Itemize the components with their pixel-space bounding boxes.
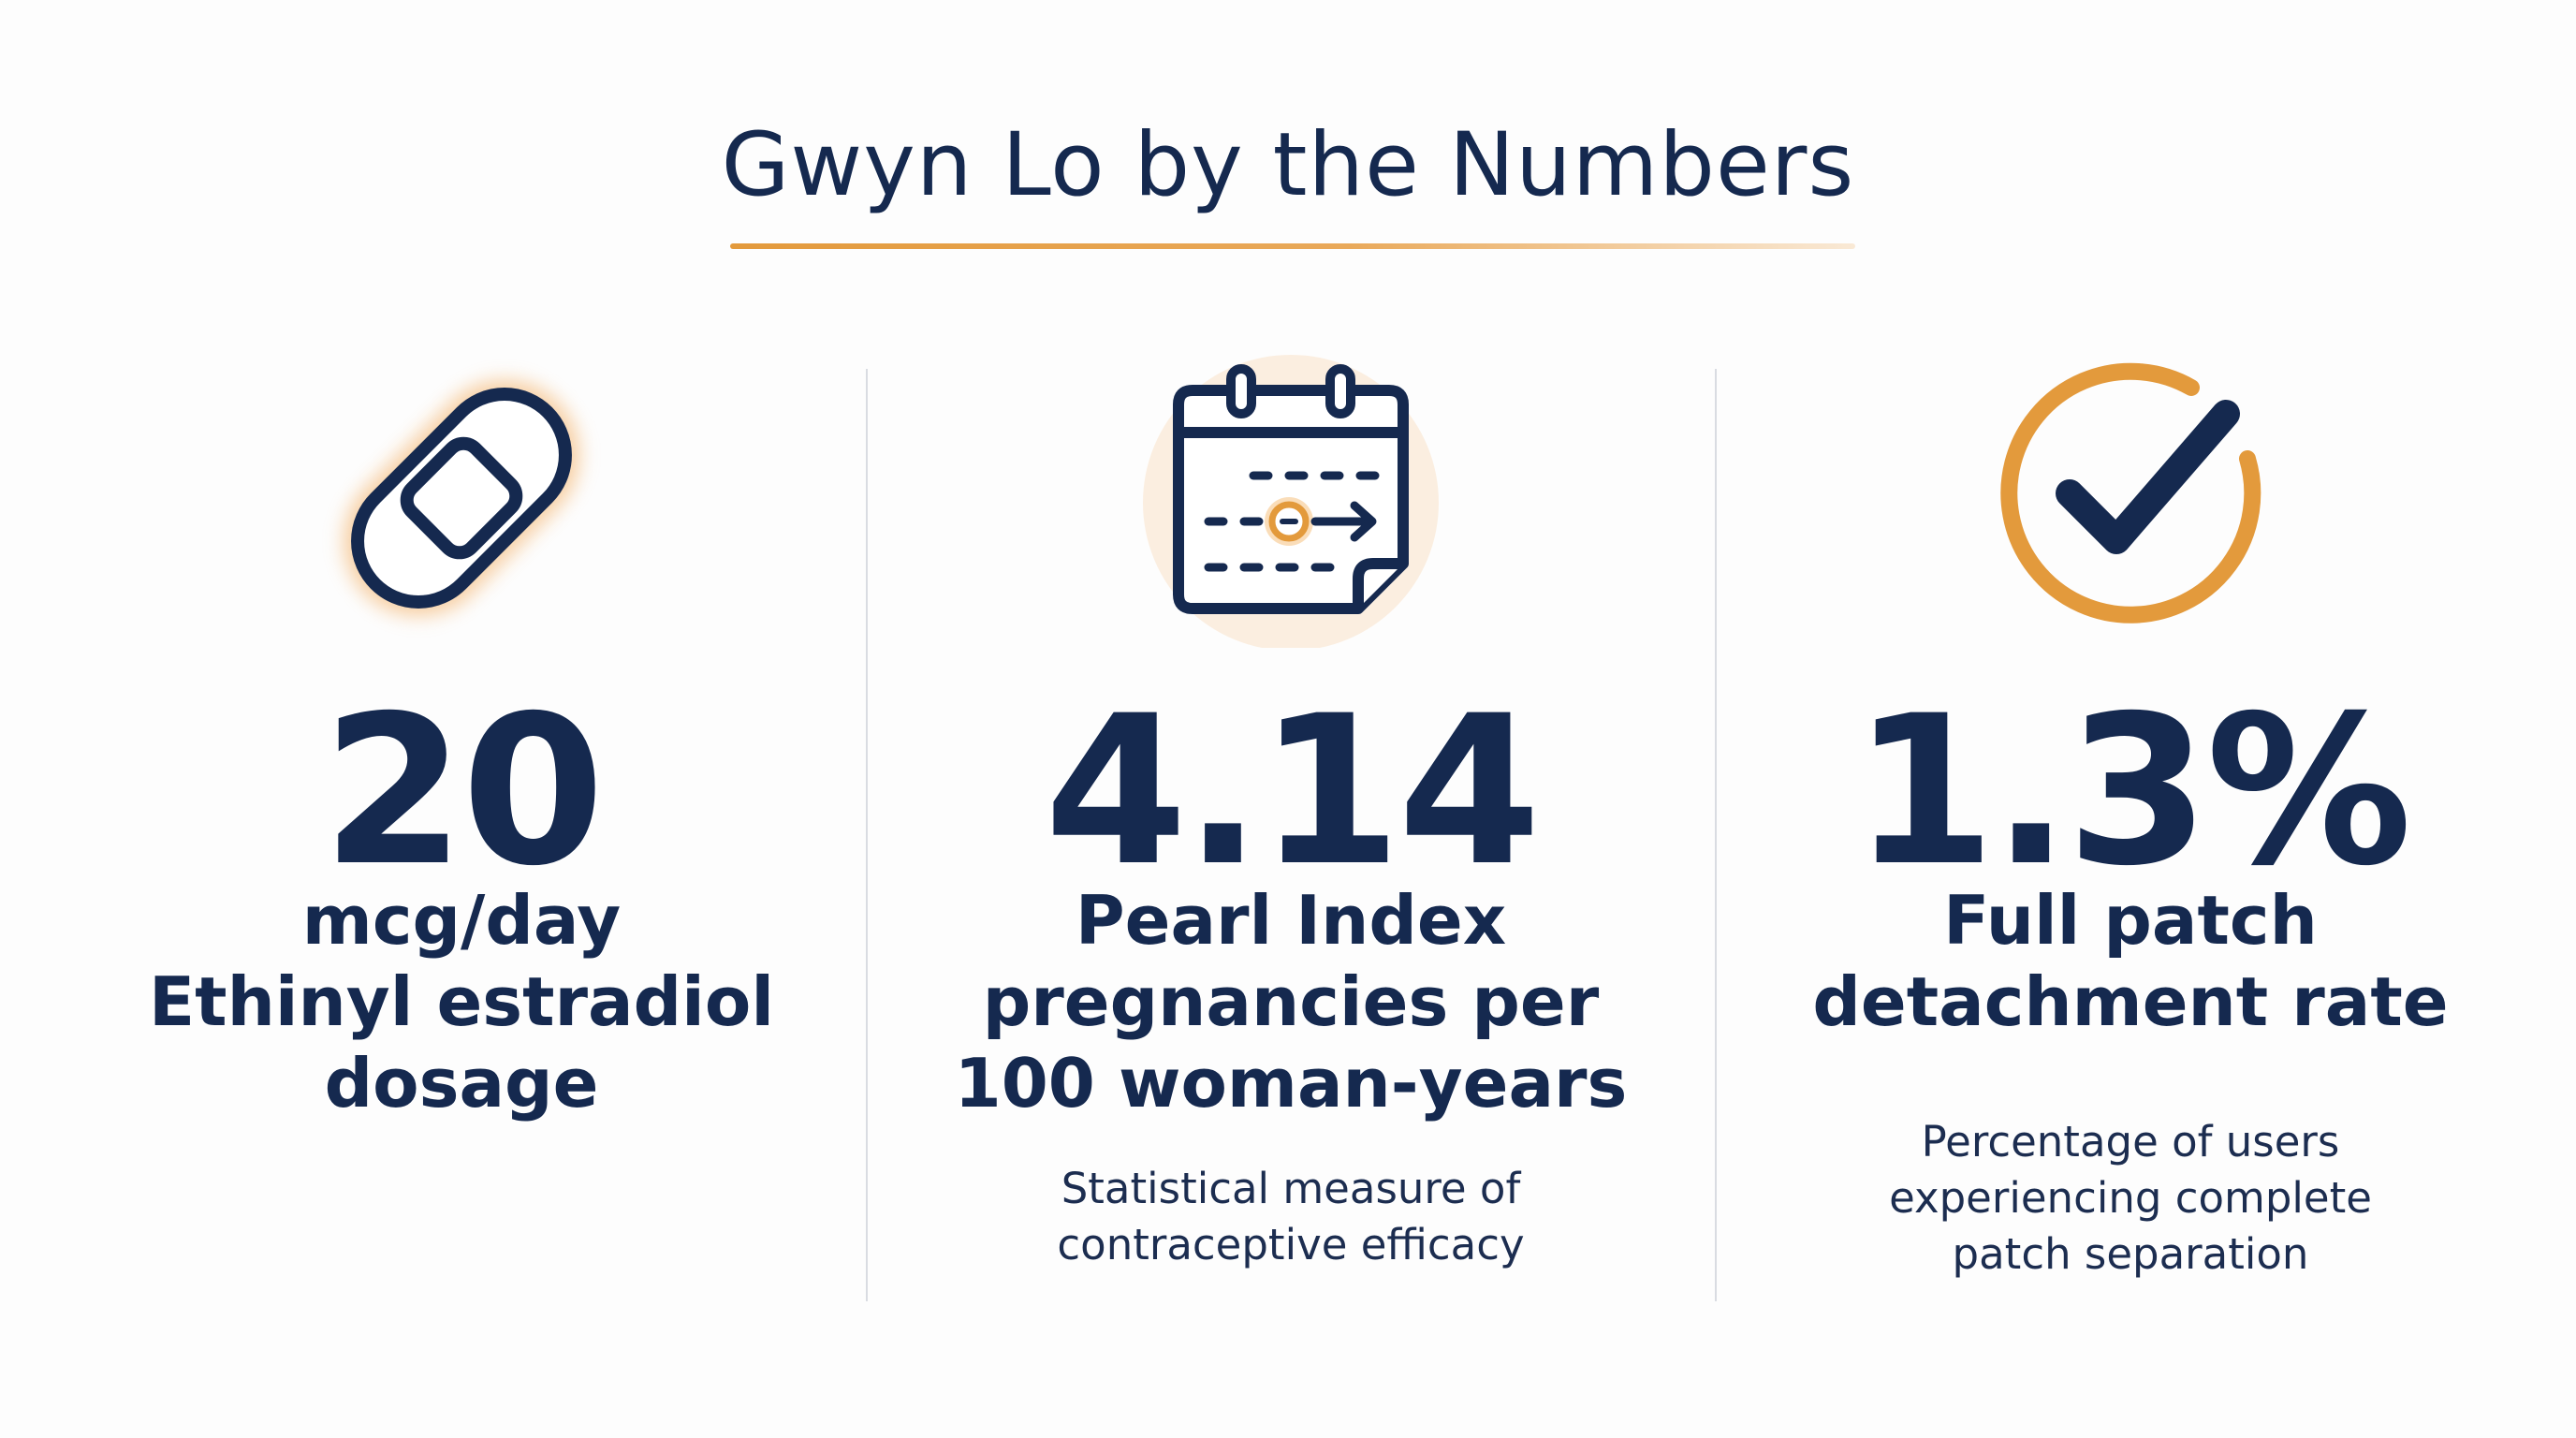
check-circle-icon — [2000, 362, 2261, 624]
stat-description-line: Statistical measure of — [1061, 1164, 1521, 1213]
bandage-patch-icon — [344, 380, 579, 616]
column-divider-right — [1715, 369, 1717, 1301]
stat-label-line: mcg/day — [301, 881, 622, 960]
stat-label-line: dosage — [324, 1044, 599, 1123]
stat-label-line: Full patch — [1943, 881, 2318, 960]
stat-card-pearl-index: 4.14 Pearl Index pregnancies per 100 wom… — [870, 0, 1712, 1438]
stat-card-detachment: 1.3% Full patch detachment rate Percenta… — [1709, 0, 2552, 1438]
stat-label: mcg/day Ethinyl estradiol dosage — [40, 880, 883, 1124]
title-underline — [730, 243, 1855, 249]
stat-label-line: 100 woman-years — [954, 1044, 1628, 1123]
stat-description-line: patch separation — [1952, 1229, 2309, 1279]
stat-description: Percentage of users experiencing complet… — [1709, 1114, 2552, 1283]
stat-label: Pearl Index pregnancies per 100 woman-ye… — [870, 880, 1712, 1124]
calendar-icon — [1143, 355, 1439, 648]
stat-description: Statistical measure of contraceptive eff… — [870, 1161, 1712, 1273]
stat-card-dosage: 20 mcg/day Ethinyl estradiol dosage — [40, 0, 883, 1438]
stat-label-line: detachment rate — [1812, 962, 2449, 1041]
stat-description-line: experiencing complete — [1889, 1173, 2372, 1223]
stat-value: 1.3% — [1852, 671, 2412, 911]
stat-value: 4.14 — [1044, 671, 1542, 911]
stat-label-line: pregnancies per — [982, 962, 1600, 1041]
stat-label-line: Ethinyl estradiol — [148, 962, 775, 1041]
page-title: Gwyn Lo by the Numbers — [721, 114, 1855, 216]
stat-description-line: contraceptive efficacy — [1057, 1220, 1525, 1269]
column-divider-left — [866, 369, 868, 1301]
stat-description-line: Percentage of users — [1921, 1117, 2340, 1167]
stat-label: Full patch detachment rate — [1709, 880, 2552, 1043]
stat-value: 20 — [321, 671, 605, 911]
stat-label-line: Pearl Index — [1075, 881, 1507, 960]
